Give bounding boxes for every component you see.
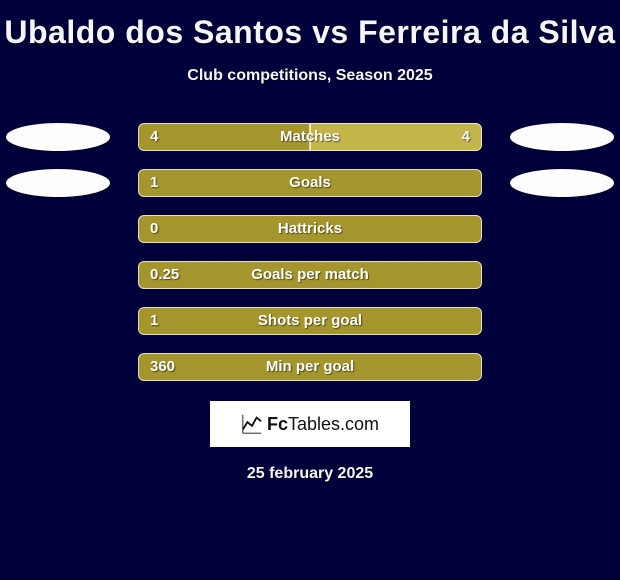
stat-label: Hattricks <box>138 215 482 243</box>
page-title: Ubaldo dos Santos vs Ferreira da Silva <box>4 14 615 51</box>
stat-row: 1Shots per goal <box>0 307 620 335</box>
stat-label: Goals <box>138 169 482 197</box>
stats-area: 44Matches 1Goals 0Hattricks 0.25Goals per m… <box>0 123 620 381</box>
stat-bar-track: 1Goals <box>138 169 482 197</box>
stat-bar-track: 0.25Goals per match <box>138 261 482 289</box>
stat-label: Min per goal <box>138 353 482 381</box>
stat-row: 1Goals <box>0 169 620 197</box>
stat-row: 0.25Goals per match <box>0 261 620 289</box>
stat-bar-track: 360Min per goal <box>138 353 482 381</box>
player-marker-right <box>510 169 614 197</box>
logo-text-bold: Fc <box>267 414 288 434</box>
page-subtitle: Club competitions, Season 2025 <box>187 67 432 85</box>
logo-text-light: Tables.com <box>288 414 379 434</box>
stat-bar-track: 0Hattricks <box>138 215 482 243</box>
stat-label: Goals per match <box>138 261 482 289</box>
stat-bar-track: 1Shots per goal <box>138 307 482 335</box>
stat-label: Shots per goal <box>138 307 482 335</box>
stat-row: 0Hattricks <box>0 215 620 243</box>
comparison-card: Ubaldo dos Santos vs Ferreira da Silva C… <box>0 0 620 580</box>
player-marker-left <box>6 169 110 197</box>
stat-row: 44Matches <box>0 123 620 151</box>
stat-label: Matches <box>138 123 482 151</box>
player-marker-right <box>510 123 614 151</box>
chart-icon <box>241 413 263 435</box>
fctables-logo: FcTables.com <box>210 401 410 447</box>
stat-bar-track: 44Matches <box>138 123 482 151</box>
footer-date: 25 february 2025 <box>247 465 373 483</box>
stat-row: 360Min per goal <box>0 353 620 381</box>
player-marker-left <box>6 123 110 151</box>
